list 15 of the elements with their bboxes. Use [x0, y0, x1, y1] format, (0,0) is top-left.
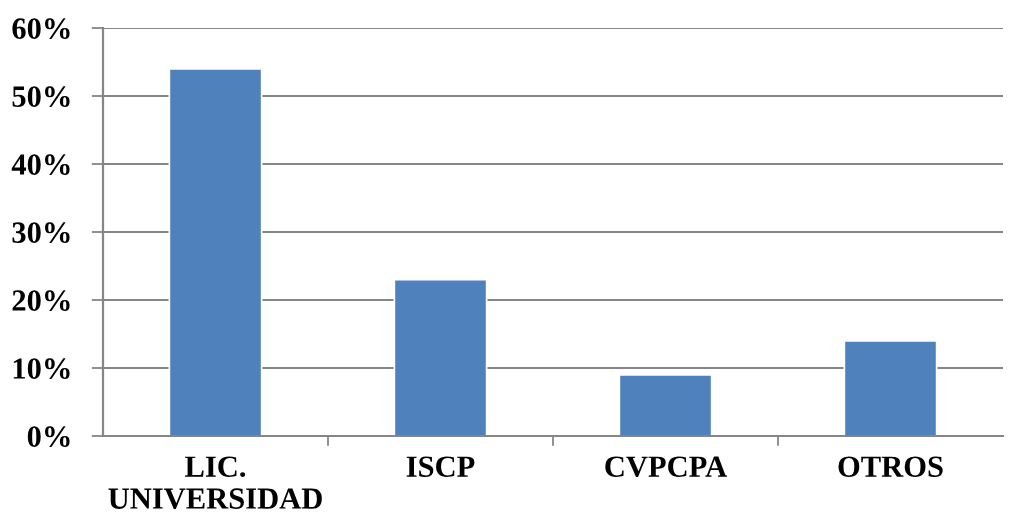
- y-tick-label: 40%: [11, 154, 70, 175]
- y-tick-label: 20%: [12, 290, 70, 311]
- y-tick-label: 50%: [12, 86, 70, 107]
- x-tick-label: CVPCPA: [605, 456, 727, 478]
- bar: [618, 373, 713, 436]
- bar: [168, 67, 263, 436]
- y-tick-label: 60%: [12, 18, 70, 39]
- x-tick-label: ISCP: [406, 456, 475, 477]
- x-tick-label: OTROS: [838, 456, 943, 477]
- x-tick-label: LIC. UNIVERSIDAD: [108, 456, 322, 510]
- bar: [393, 278, 488, 436]
- bar: [843, 339, 938, 436]
- y-tick-label: 0%: [27, 426, 70, 447]
- y-tick-label: 30%: [12, 222, 70, 243]
- y-tick-label: 10%: [13, 358, 70, 379]
